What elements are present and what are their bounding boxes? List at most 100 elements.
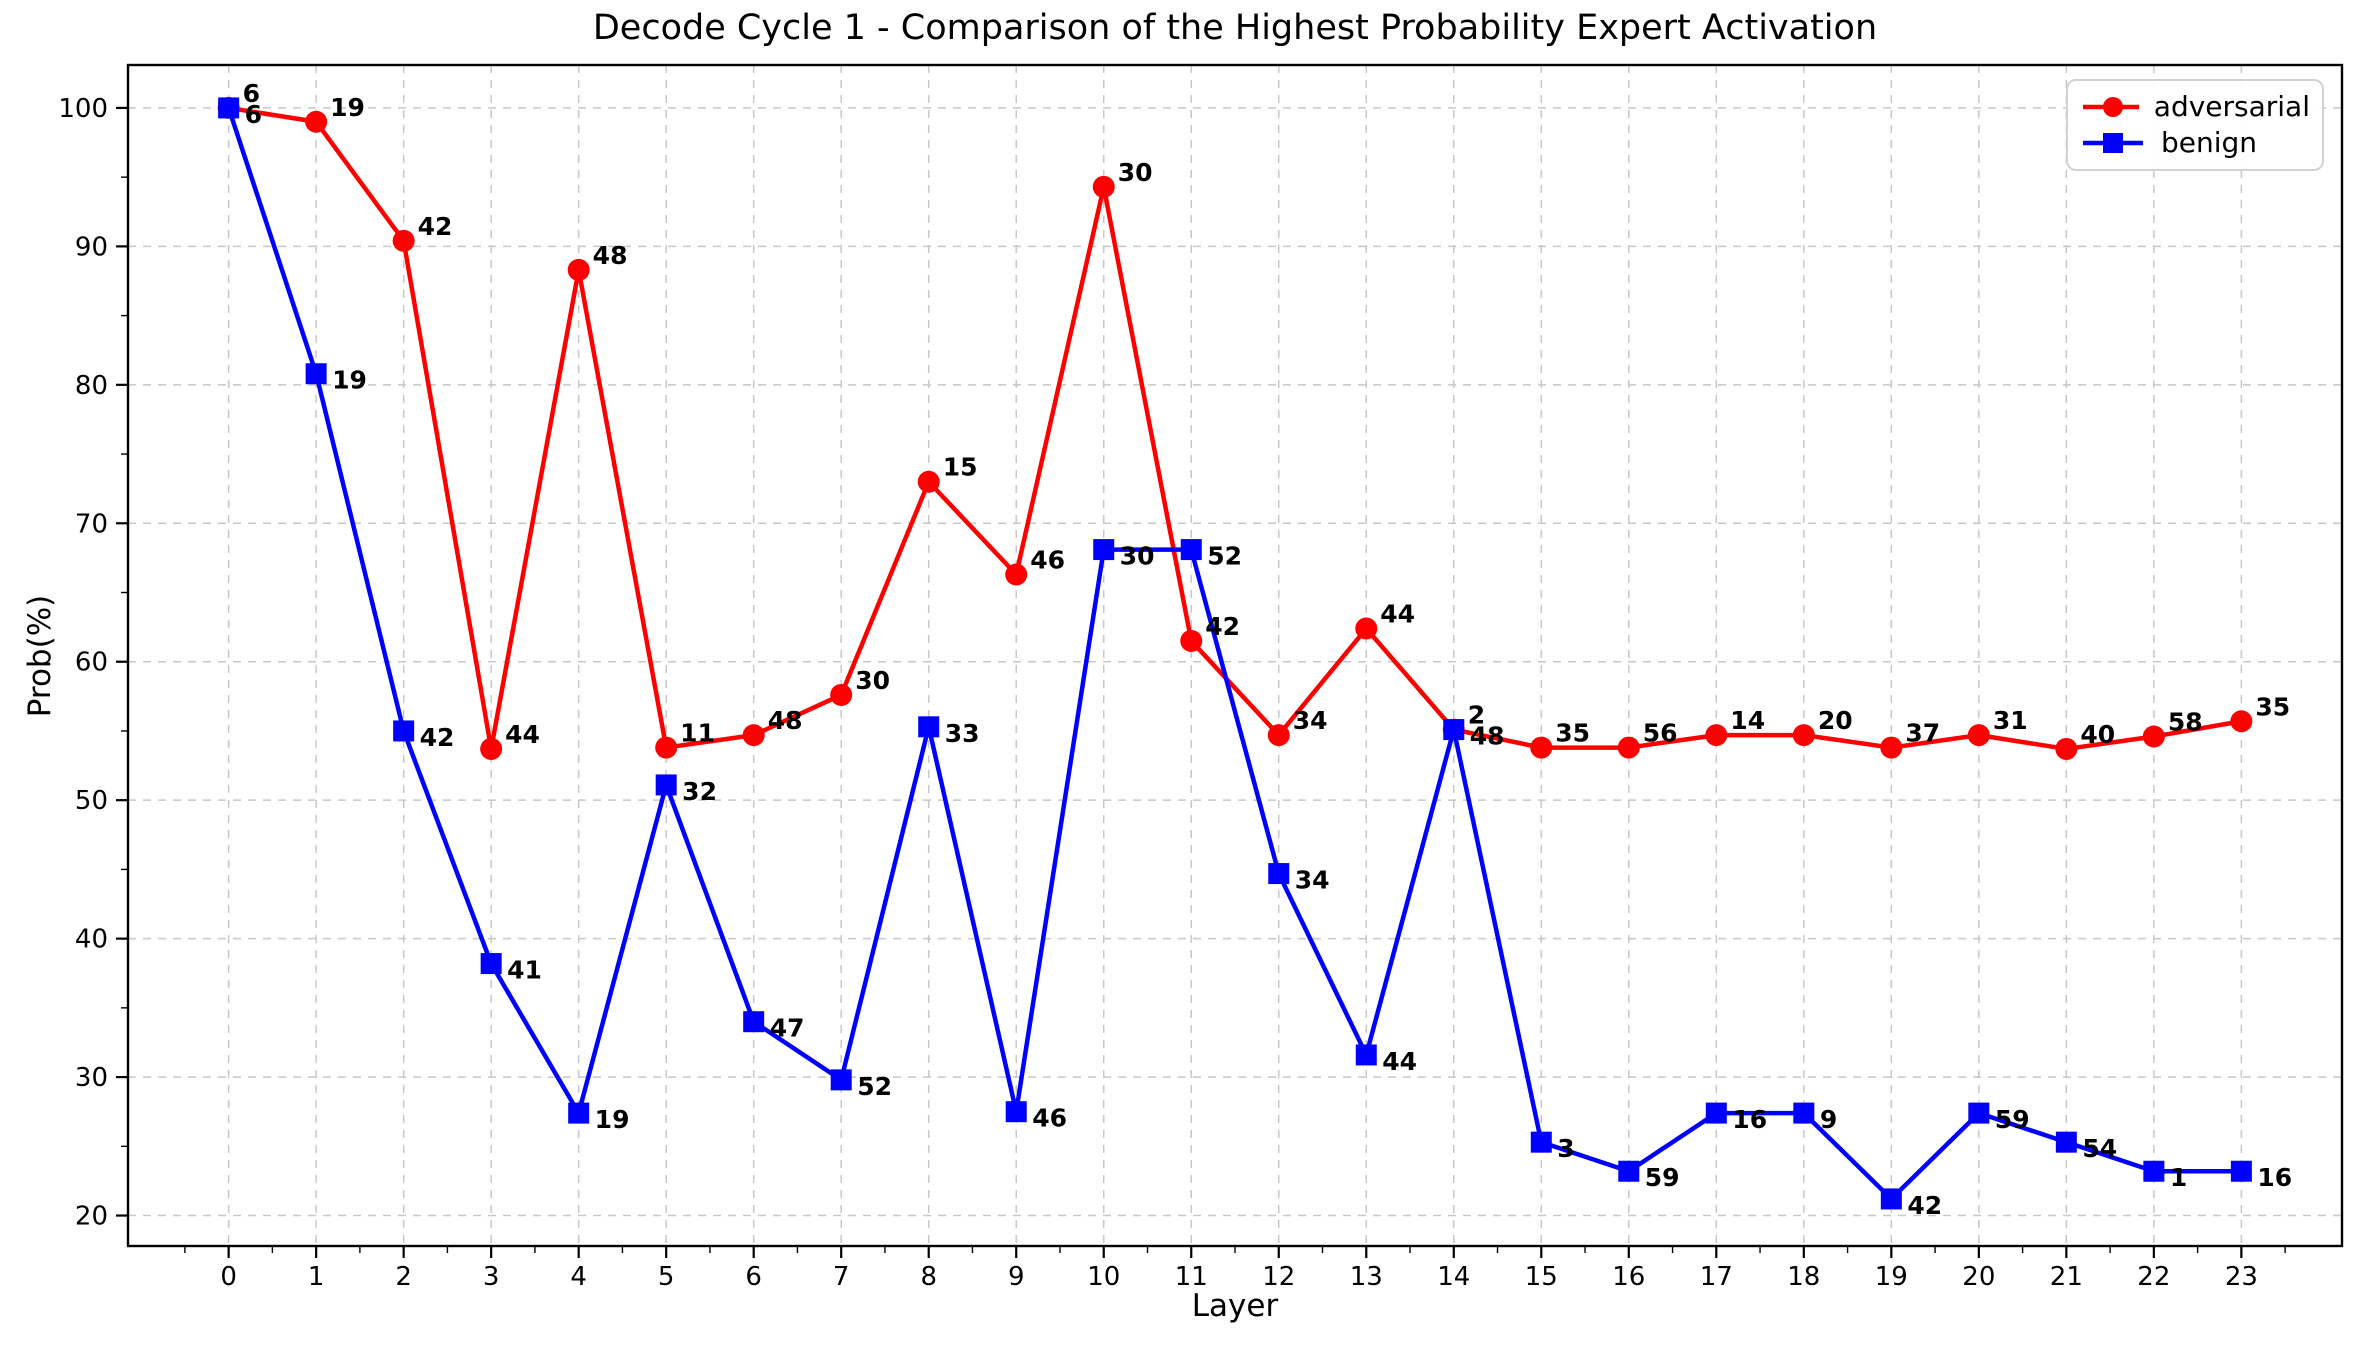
data-point (1268, 863, 1290, 885)
x-tick-label: 8 (920, 1262, 937, 1292)
point-label-benign: 6 (245, 100, 262, 129)
point-label-adversarial: 20 (1818, 706, 1853, 735)
data-point (1880, 1188, 1902, 1210)
point-label-adversarial: 42 (418, 212, 453, 241)
point-label-adversarial: 11 (680, 719, 715, 748)
data-point (567, 258, 590, 281)
data-point (1355, 617, 1378, 640)
data-point (1180, 539, 1202, 561)
data-point (1530, 1131, 1552, 1153)
point-label-benign: 41 (507, 956, 542, 985)
y-tick-label: 70 (75, 509, 108, 539)
series-line-benign (226, 105, 2244, 1202)
series-benign (218, 97, 2252, 1210)
data-point (918, 716, 940, 738)
point-label-adversarial: 19 (330, 93, 365, 122)
data-point (917, 470, 940, 493)
data-point (1267, 724, 1290, 747)
x-tick-label: 17 (1700, 1262, 1733, 1292)
data-point (392, 229, 415, 252)
point-label-benign: 34 (1295, 866, 1330, 895)
data-point (1180, 629, 1203, 652)
point-label-adversarial: 15 (943, 453, 978, 482)
point-label-benign: 19 (332, 366, 367, 395)
data-point (1005, 563, 1028, 586)
point-label-adversarial: 42 (1205, 612, 1240, 641)
data-point (1968, 1102, 1990, 1124)
x-tick-label: 14 (1437, 1262, 1470, 1292)
point-label-benign: 42 (1907, 1191, 1942, 1220)
point-label-benign: 9 (1820, 1105, 1837, 1134)
y-tick-label: 100 (58, 94, 108, 124)
x-tick-label: 12 (1262, 1262, 1295, 1292)
data-point (218, 97, 240, 119)
point-label-benign: 16 (1732, 1105, 1767, 1134)
legend-label-adversarial: adversarial (2153, 90, 2310, 123)
y-tick-label: 80 (75, 371, 108, 401)
legend: adversarial benign (2066, 79, 2324, 171)
data-point (743, 1011, 765, 1033)
point-label-adversarial: 2 (1468, 701, 1485, 730)
data-point (1705, 724, 1728, 747)
data-point (1705, 1102, 1727, 1124)
point-label-benign: 54 (2082, 1134, 2117, 1163)
data-point (2230, 1160, 2252, 1182)
data-point (1443, 719, 1465, 741)
data-point (1005, 1101, 1027, 1123)
y-tick-label: 60 (75, 648, 108, 678)
point-label-benign: 30 (1120, 542, 1155, 571)
data-point (1618, 1160, 1640, 1182)
point-label-adversarial: 34 (1293, 706, 1328, 735)
y-tick-label: 30 (75, 1063, 108, 1093)
data-point (393, 720, 415, 742)
data-point (1792, 724, 1815, 747)
x-tick-label: 5 (658, 1262, 675, 1292)
x-tick-label: 0 (220, 1262, 237, 1292)
point-label-adversarial: 48 (593, 241, 628, 270)
data-point (2142, 725, 2165, 748)
data-point (480, 953, 502, 975)
x-tick-label: 13 (1350, 1262, 1383, 1292)
point-label-benign: 19 (595, 1105, 630, 1134)
x-tick-label: 2 (395, 1262, 412, 1292)
legend-item-benign: benign (2080, 129, 2310, 157)
data-point (1793, 1102, 1815, 1124)
data-point (1880, 736, 1903, 759)
point-label-adversarial: 58 (2168, 707, 2203, 736)
grid (128, 65, 2342, 1246)
point-label-benign: 3 (1557, 1134, 1574, 1163)
y-tick-label: 40 (75, 925, 108, 955)
data-point (1093, 539, 1115, 561)
x-tick-label: 10 (1087, 1262, 1120, 1292)
point-label-adversarial: 14 (1730, 706, 1765, 735)
point-label-adversarial: 40 (2080, 720, 2115, 749)
point-label-adversarial: 35 (1555, 719, 1590, 748)
legend-label-benign: benign (2161, 126, 2258, 159)
x-tick-label: 23 (2225, 1262, 2258, 1292)
data-point (2143, 1160, 2165, 1182)
data-point (480, 737, 503, 760)
x-tick-label: 6 (745, 1262, 762, 1292)
point-label-adversarial: 35 (2255, 692, 2290, 721)
data-point (830, 683, 853, 706)
data-point (655, 736, 678, 759)
point-label-adversarial: 44 (505, 720, 540, 749)
data-point (655, 774, 677, 796)
benign-line-square-icon (2083, 133, 2143, 153)
x-tick-label: 3 (483, 1262, 500, 1292)
data-point (830, 1069, 852, 1091)
point-label-benign: 48 (1470, 722, 1505, 751)
point-label-benign: 1 (2170, 1163, 2187, 1192)
data-point (2230, 710, 2253, 733)
point-label-benign: 44 (1382, 1047, 1417, 1076)
point-label-adversarial: 6 (243, 79, 260, 108)
axis-ticks: 0 1 2 3 4 5 6 7 8 9 10 11 12 13 14 15 16 17 18 19 20 21 22 2320… (58, 94, 2286, 1292)
data-point (1092, 175, 1115, 198)
y-tick-label: 50 (75, 786, 108, 816)
x-tick-label: 7 (833, 1262, 850, 1292)
point-label-benign: 16 (2257, 1163, 2292, 1192)
adversarial-line-circle-icon (2083, 97, 2139, 117)
point-label-benign: 47 (770, 1014, 805, 1043)
